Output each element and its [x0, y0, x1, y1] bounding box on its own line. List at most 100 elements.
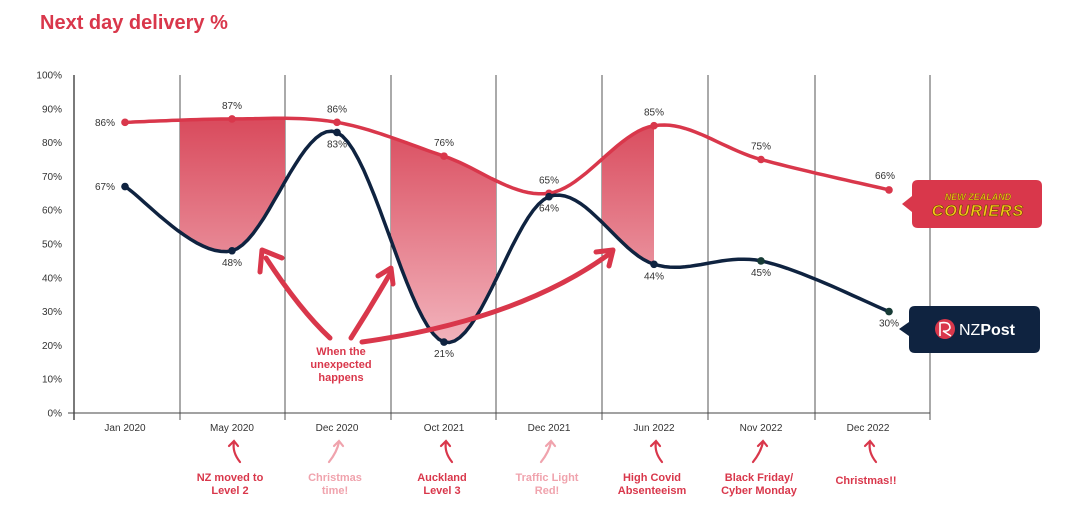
x-tick-label: Dec 2022 [847, 423, 890, 434]
event-arrowhead [227, 439, 240, 448]
data-point [545, 192, 553, 201]
x-tick-label: Dec 2021 [528, 423, 571, 434]
data-label: 44% [644, 271, 664, 282]
event-arrow [539, 440, 553, 464]
data-point [333, 128, 341, 137]
x-tick-label: Oct 2021 [424, 423, 465, 434]
y-tick-label: 40% [42, 273, 62, 284]
data-point [757, 155, 765, 164]
svg-text:NZPost: NZPost [959, 322, 1016, 339]
event-label: Black Friday/Cyber Monday [721, 472, 798, 497]
event-label: NZ moved to Level 2 [197, 472, 264, 497]
data-label: 86% [327, 104, 347, 115]
callout-arrowhead [257, 247, 285, 275]
couriers-logo-line1: NEW ZEALAND [945, 192, 1012, 202]
data-point [650, 260, 658, 269]
data-label: 21% [434, 349, 454, 360]
data-label: 64% [539, 204, 559, 215]
data-point [333, 118, 341, 127]
legend-couriers: NEW ZEALAND COURIERS [902, 180, 1042, 228]
event-annotation: High Covid Absenteeism [618, 439, 687, 497]
event-arrowhead [756, 439, 769, 448]
y-tick-label: 10% [42, 375, 62, 386]
y-tick-label: 50% [42, 240, 62, 251]
data-label: 30% [879, 319, 899, 330]
event-arrowhead [544, 439, 557, 448]
data-point [121, 182, 129, 191]
data-point [757, 257, 765, 265]
event-annotation: Christmas time! [308, 439, 362, 497]
data-point [650, 121, 658, 130]
data-label: 45% [751, 268, 771, 279]
series-line-nzpost [123, 129, 891, 345]
data-label: 86% [95, 118, 115, 129]
series-line-couriers [123, 116, 891, 196]
y-tick-label: 60% [42, 206, 62, 217]
event-arrow [751, 440, 765, 464]
callout-arrow [359, 249, 615, 345]
event-label: High Covid Absenteeism [618, 472, 687, 497]
chart-title: Next day delivery % [40, 12, 228, 34]
couriers-logo-line2: COURIERS [932, 203, 1024, 220]
data-label: 83% [327, 139, 347, 150]
y-tick-label: 70% [42, 172, 62, 183]
event-label: Christmas time! [308, 472, 362, 497]
event-annotation: Black Friday/Cyber Monday [721, 439, 798, 497]
callout-text: When the unexpected happens [310, 346, 371, 384]
axes: 0% 10% 20% 30% 40% 50% 60% 70% 80% 90% 100% Jan 202… [36, 71, 930, 434]
y-tick-label: 20% [42, 341, 62, 352]
data-label: 87% [222, 101, 242, 112]
data-label: 66% [875, 171, 895, 182]
y-tick-label: 30% [42, 307, 62, 318]
data-point [228, 115, 236, 123]
callout: When the unexpected happens [257, 247, 616, 384]
event-arrow [232, 440, 242, 464]
data-point [885, 186, 893, 194]
series-lines [121, 115, 893, 346]
event-arrow [654, 440, 664, 464]
data-label: 67% [95, 182, 115, 193]
event-annotation: Auckland Level 3 [417, 439, 467, 497]
data-point [121, 118, 129, 127]
data-label: 75% [751, 142, 771, 153]
event-label: Auckland Level 3 [417, 472, 467, 497]
event-arrowhead [649, 439, 662, 448]
callout-arrow [348, 269, 394, 341]
data-label: 65% [539, 175, 559, 186]
event-annotations: NZ moved to Level 2 Christmas time! Auckland… [197, 439, 897, 497]
y-tick-label: 80% [42, 138, 62, 149]
event-arrow [868, 440, 878, 464]
event-annotation: NZ moved to Level 2 [197, 439, 264, 497]
legend-nzpost: NZPost [899, 306, 1040, 353]
x-tick-label: Dec 2020 [316, 423, 359, 434]
data-label: 48% [222, 258, 242, 269]
data-point [440, 152, 448, 160]
event-label: Christmas!! [835, 475, 896, 487]
callout-arrowhead [593, 247, 616, 269]
event-label: Traffic Light Red! [516, 472, 579, 497]
data-label: 85% [644, 108, 664, 119]
nzpost-logo-b: Post [980, 322, 1015, 339]
event-arrow [327, 440, 341, 464]
nzpost-logo-a: NZ [959, 322, 981, 339]
event-arrow [444, 440, 454, 464]
data-point [885, 307, 893, 316]
event-arrowhead [863, 439, 876, 448]
event-annotation: Christmas!! [835, 439, 897, 487]
event-arrowhead [439, 439, 452, 448]
x-tick-label: Jan 2020 [104, 423, 146, 434]
y-tick-label: 100% [36, 71, 62, 82]
event-annotation: Traffic Light Red! [516, 439, 579, 497]
callout-arrow [263, 255, 333, 341]
y-tick-label: 0% [48, 409, 63, 420]
data-point [440, 338, 448, 346]
x-tick-label: May 2020 [210, 423, 254, 434]
x-tick-label: Jun 2022 [633, 423, 675, 434]
data-label: 76% [434, 138, 454, 149]
y-tick-label: 90% [42, 104, 62, 115]
event-arrowhead [332, 439, 345, 448]
data-labels: 86% 87% 86% 76% 65% 85% 75% 66% 67% 48% 83% 21% 64% 4… [95, 101, 899, 360]
x-tick-label: Nov 2022 [740, 423, 783, 434]
callout-arrowhead [375, 265, 396, 287]
